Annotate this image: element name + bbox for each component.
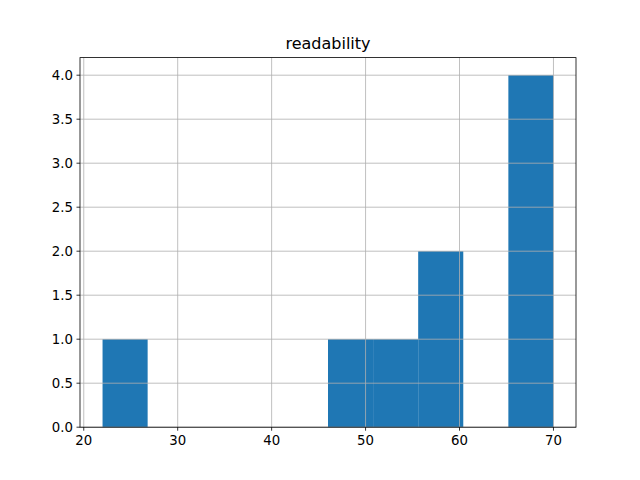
y-tick-label: 1.5 bbox=[52, 288, 73, 303]
y-tick-label: 0.0 bbox=[52, 420, 73, 435]
x-tick-label: 70 bbox=[545, 433, 562, 448]
x-tick-label: 60 bbox=[451, 433, 468, 448]
axes-layer bbox=[77, 58, 577, 431]
y-tick-label: 4.0 bbox=[52, 68, 73, 83]
x-tick-label: 40 bbox=[263, 433, 280, 448]
chart-title: readability bbox=[285, 34, 370, 53]
histogram-chart: 2030405060700.00.51.01.52.02.53.03.54.0 … bbox=[0, 0, 640, 480]
x-tick-label: 20 bbox=[75, 433, 92, 448]
y-tick-label: 2.0 bbox=[52, 244, 73, 259]
y-tick-label: 1.0 bbox=[52, 332, 73, 347]
y-tick-label: 2.5 bbox=[52, 200, 73, 215]
figure: 2030405060700.00.51.01.52.02.53.03.54.0 … bbox=[0, 0, 640, 480]
x-tick-label: 30 bbox=[169, 433, 186, 448]
x-tick-label: 50 bbox=[357, 433, 374, 448]
y-tick-label: 3.0 bbox=[52, 156, 73, 171]
y-tick-label: 3.5 bbox=[52, 112, 73, 127]
y-tick-label: 0.5 bbox=[52, 376, 73, 391]
